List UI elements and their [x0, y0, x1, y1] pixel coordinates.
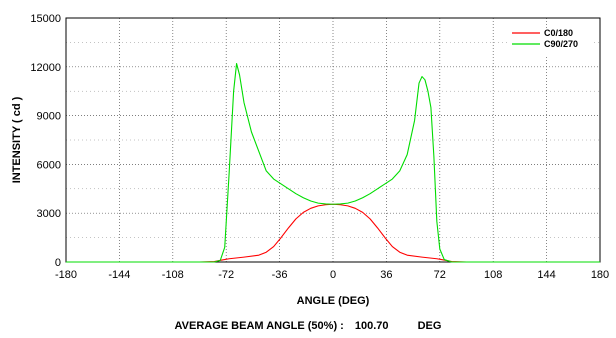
beam-angle-value: 100.70	[354, 320, 389, 332]
x-tick-label: -72	[218, 269, 234, 281]
series-line-c90-270	[66, 63, 600, 263]
x-tick-label: -36	[272, 269, 288, 281]
y-tick-label: 9000	[37, 111, 61, 123]
legend-label: C90/270	[544, 39, 578, 49]
plot-frame	[65, 17, 601, 263]
x-axis-title: ANGLE (DEG)	[297, 295, 370, 307]
x-tick-label: -180	[55, 269, 77, 281]
legend-label: C0/180	[544, 28, 573, 38]
beam-angle-annotation: AVERAGE BEAM ANGLE (50%) : 100.70 DEG	[0, 320, 616, 332]
series-layer	[66, 63, 600, 263]
x-tick-labels: -180 -144 -108 -72 -36 0 36 72 108 144 180	[55, 269, 609, 281]
beam-angle-unit: DEG	[417, 320, 442, 332]
x-tick-label: 0	[330, 269, 336, 281]
y-tick-labels: 0 3000 6000 9000 12000 15000	[30, 13, 61, 269]
x-tick-label: 36	[380, 269, 392, 281]
x-tick-label: 108	[484, 269, 502, 281]
y-tick-label: 6000	[37, 159, 61, 171]
y-tick-label: 15000	[30, 13, 61, 25]
y-tick-label: 0	[55, 257, 61, 269]
x-tick-label: -108	[162, 269, 184, 281]
x-tick-label: 144	[537, 269, 555, 281]
x-tick-label: 72	[434, 269, 446, 281]
x-tick-label: 180	[591, 269, 609, 281]
y-tick-label: 12000	[30, 62, 61, 74]
y-tick-label: 3000	[37, 208, 61, 220]
y-axis-title: INTENSITY ( cd )	[11, 96, 23, 183]
x-tick-label: -144	[108, 269, 130, 281]
beam-angle-label: AVERAGE BEAM ANGLE (50%) :	[174, 320, 344, 332]
